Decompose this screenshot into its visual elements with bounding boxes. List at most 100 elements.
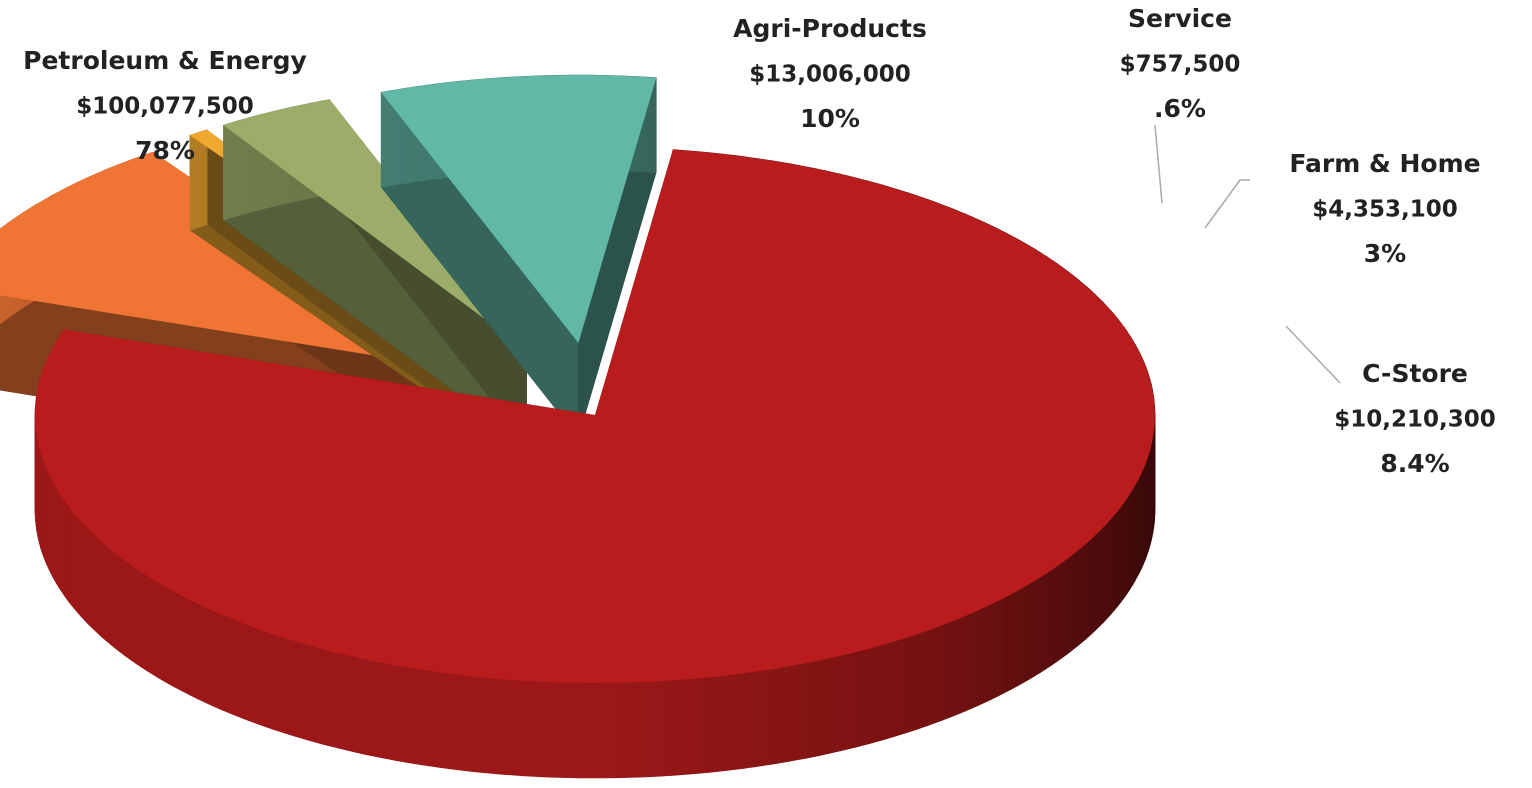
leader-line [1204,179,1250,229]
slice-side [467,675,478,773]
slice-side [779,666,790,764]
slice-side [181,595,189,695]
slice-side [927,627,936,726]
slice-side [634,681,645,778]
slice-side [680,678,691,776]
slice-side [977,606,986,706]
slice-side [135,567,142,668]
slice-side [214,611,223,711]
slice-side [956,616,965,715]
category-label: Service [1128,4,1232,33]
slice-side [73,512,78,614]
slice-side [1010,590,1018,691]
slice-side [1004,594,1012,694]
slice-side [1085,539,1091,640]
slice-side [257,628,266,728]
slice [223,99,527,351]
leader-line [1154,124,1163,204]
slice-side [881,642,890,741]
slice-side [387,663,397,761]
slice-side [559,682,570,779]
slice-side [84,524,90,626]
slice-side [1076,546,1082,648]
slice-side [770,667,781,765]
slice-side [119,556,126,657]
slice-side [431,670,441,768]
slice-side [77,516,82,618]
slice-side [151,578,159,679]
value-label: $4,353,100 [1312,197,1458,223]
slice-side [949,618,958,718]
slice-side [1034,576,1041,677]
slice-side [458,674,468,772]
value-label: $100,077,500 [76,94,254,120]
percent-label: 8.4% [1380,449,1449,478]
slice-side [912,632,921,732]
slice-side [578,682,589,779]
slice-side [788,664,798,762]
slice-side [485,677,496,775]
slice-side [114,552,121,653]
slice-side [970,610,979,709]
slice-side [615,682,626,779]
slice-side [1016,587,1024,687]
slice-side [169,588,177,689]
slice-side [1045,569,1052,670]
slice-side [831,655,841,754]
slice-side [67,504,71,605]
slice-side [814,659,824,757]
slice-side [744,671,754,769]
slice-side [48,474,52,575]
slice-side [129,563,136,664]
slice-side [689,677,700,775]
slice-side [1090,535,1096,636]
slice-side [643,681,654,778]
slice-side [101,540,107,642]
slice-side [1129,489,1133,591]
slice-side [904,635,914,734]
leader-line [1285,325,1341,384]
slice-side [157,581,164,682]
slice-side [303,643,313,742]
slice-side [422,669,432,767]
slice-side [404,666,415,764]
slice-side [942,621,951,721]
slice-side [805,661,816,759]
value-label: $13,006,000 [749,62,911,88]
slice-side [568,682,579,779]
slice-side [198,130,203,228]
slice-side [265,631,274,730]
slice-side [1120,502,1125,604]
slice-side [70,508,75,610]
slice-side [707,676,718,773]
slice-side [671,679,682,776]
slice-side [872,644,882,743]
slice-side [413,668,424,766]
slices [0,74,1156,779]
slice-side [935,624,944,724]
slice-side [896,637,906,737]
slice-side [1066,554,1073,655]
slice-side [1126,493,1131,595]
slice-side [797,662,807,761]
category-label: Farm & Home [1289,149,1480,178]
slice-side [395,665,406,763]
slice-side [963,613,972,712]
slice-side [188,598,196,698]
slice-side [1110,514,1115,616]
slice-side [55,486,60,589]
slice-side [64,499,68,601]
slice-side [503,679,514,776]
slice-side [194,602,202,702]
slice-side [1123,497,1128,599]
slice-side [344,654,354,753]
slice-side [250,625,259,725]
slice-side [1056,562,1063,663]
slice-side [856,649,866,748]
slice-side [58,491,62,593]
slice-side [1106,518,1111,620]
slice-side [105,544,111,646]
slice [381,75,657,344]
slice-side [242,623,251,722]
slice-side [606,682,617,779]
